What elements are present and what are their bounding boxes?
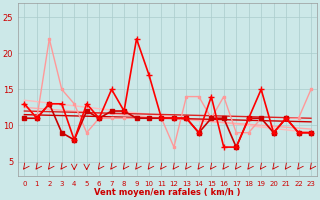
X-axis label: Vent moyen/en rafales ( km/h ): Vent moyen/en rafales ( km/h ) [94,188,241,197]
